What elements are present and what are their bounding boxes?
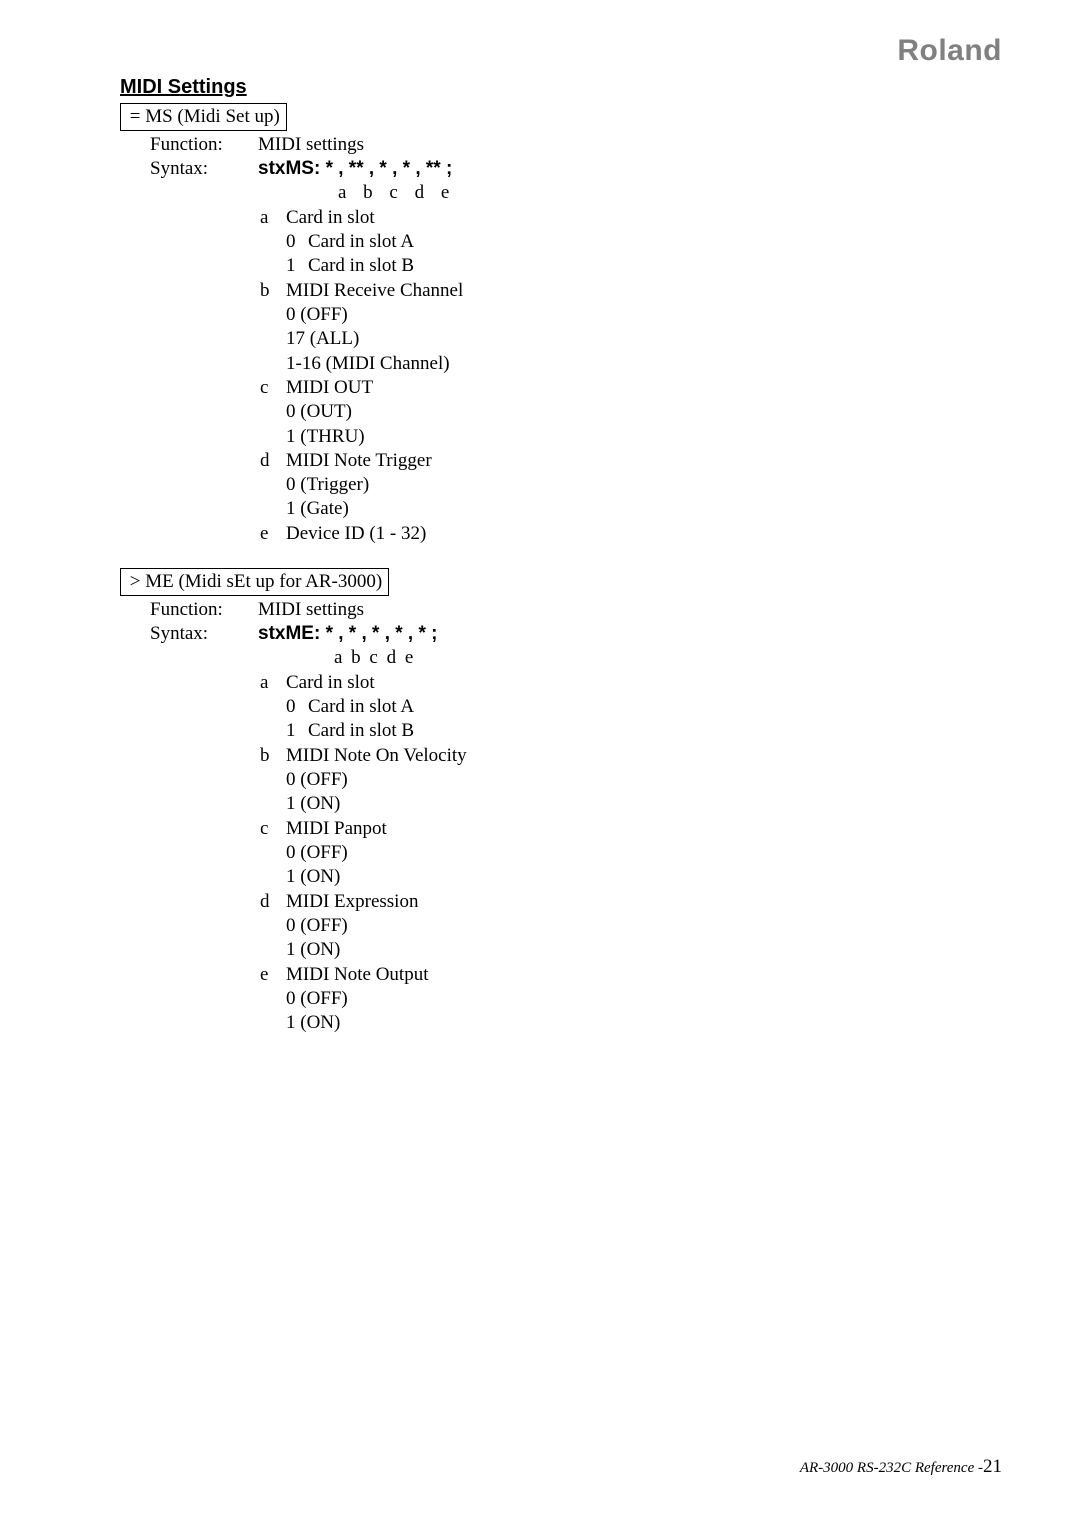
sub-text: 0 (OFF) xyxy=(286,768,980,792)
syntax-value: stxME: * , * , * , * , * ; xyxy=(258,622,980,646)
sub-text: 1 (ON) xyxy=(286,865,980,889)
sub-text: Card in slot A xyxy=(308,695,414,719)
sub-text: 0 (OUT) xyxy=(286,400,980,424)
brand-logo: Roland xyxy=(897,34,1002,68)
param-text: MIDI Note On Velocity xyxy=(286,744,980,768)
sub-text: 1-16 (MIDI Channel) xyxy=(286,352,980,376)
param-letter: a xyxy=(260,671,286,695)
param-text: MIDI Panpot xyxy=(286,817,980,841)
box-ms: = MS (Midi Set up) xyxy=(120,103,287,131)
param-text: Card in slot xyxy=(286,206,980,230)
spacer xyxy=(150,181,258,205)
param-text: MIDI Note Output xyxy=(286,963,980,987)
param-letter: b xyxy=(260,744,286,768)
sub-text: 1 (ON) xyxy=(286,938,980,962)
block-ms: = MS (Midi Set up) Function: MIDI settin… xyxy=(120,103,980,546)
page-number: 21 xyxy=(983,1456,1002,1477)
sub-text: Card in slot B xyxy=(308,254,414,278)
param-letter: e xyxy=(260,522,286,546)
sub-text: 1 (THRU) xyxy=(286,425,980,449)
param-text: Card in slot xyxy=(286,671,980,695)
sub-num: 0 xyxy=(286,230,308,254)
sub-text: 1 (ON) xyxy=(286,792,980,816)
syntax-value: stxMS: * , ** , * , * , ** ; xyxy=(258,157,980,181)
param-letter: d xyxy=(260,449,286,473)
sub-text: 0 (OFF) xyxy=(286,987,980,1011)
section-title: MIDI Settings xyxy=(120,76,980,99)
block-me: > ME (Midi sEt up for AR-3000) Function:… xyxy=(120,568,980,1035)
param-text: MIDI Expression xyxy=(286,890,980,914)
syntax-letters: a b c d e xyxy=(334,647,413,668)
param-letter: b xyxy=(260,279,286,303)
sub-num: 0 xyxy=(286,695,308,719)
box-me: > ME (Midi sEt up for AR-3000) xyxy=(120,568,389,596)
param-letter: a xyxy=(260,206,286,230)
sub-text: 0 (OFF) xyxy=(286,841,980,865)
param-text: MIDI Note Trigger xyxy=(286,449,980,473)
page-footer: AR-3000 RS-232C Reference -21 xyxy=(800,1456,1002,1478)
sub-text: 0 (Trigger) xyxy=(286,473,980,497)
sub-text: 1 (Gate) xyxy=(286,497,980,521)
sub-text: Card in slot B xyxy=(308,719,414,743)
sub-text: 1 (ON) xyxy=(286,1011,980,1035)
sub-text: 0 (OFF) xyxy=(286,914,980,938)
function-label: Function: xyxy=(150,598,258,622)
spacer xyxy=(150,646,258,670)
function-label: Function: xyxy=(150,133,258,157)
param-letter: c xyxy=(260,376,286,400)
sub-num: 1 xyxy=(286,254,308,278)
syntax-label: Syntax: xyxy=(150,157,258,181)
footer-text: AR-3000 RS-232C Reference - xyxy=(800,1460,983,1476)
syntax-letters: a b c d e xyxy=(338,182,455,203)
sub-text: 17 (ALL) xyxy=(286,327,980,351)
page: Roland MIDI Settings = MS (Midi Set up) … xyxy=(0,0,1080,1528)
sub-text: Card in slot A xyxy=(308,230,414,254)
param-letter: d xyxy=(260,890,286,914)
sub-text: 0 (OFF) xyxy=(286,303,980,327)
param-letter: e xyxy=(260,963,286,987)
param-letter: c xyxy=(260,817,286,841)
function-value: MIDI settings xyxy=(258,598,980,622)
sub-num: 1 xyxy=(286,719,308,743)
syntax-label: Syntax: xyxy=(150,622,258,646)
param-text: MIDI Receive Channel xyxy=(286,279,980,303)
function-value: MIDI settings xyxy=(258,133,980,157)
param-text: Device ID (1 - 32) xyxy=(286,522,980,546)
param-text: MIDI OUT xyxy=(286,376,980,400)
